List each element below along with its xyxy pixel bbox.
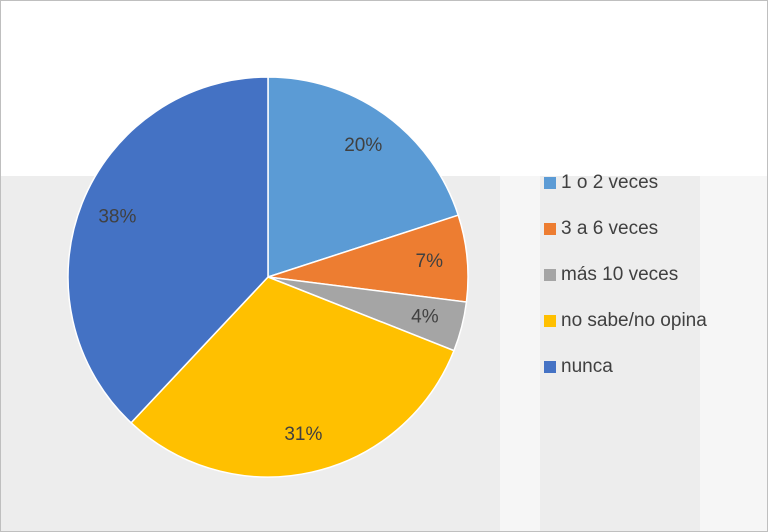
legend-label: nunca: [561, 356, 613, 377]
legend-label: 3 a 6 veces: [561, 218, 658, 239]
pie-slice: [130, 276, 455, 478]
legend-swatch: [544, 177, 556, 189]
data-label: 38%: [98, 206, 136, 227]
legend: 1 o 2 veces 3 a 6 veces más 10 veces no sab…: [544, 172, 707, 377]
pie: 20% 7% 4% 31% 38%: [67, 76, 469, 478]
data-label: 4%: [411, 306, 439, 327]
pie-slice: [267, 76, 460, 279]
legend-swatch: [544, 223, 556, 235]
legend-label: no sabe/no opina: [561, 310, 707, 331]
legend-swatch: [544, 315, 556, 327]
data-label: 31%: [284, 424, 322, 445]
legend-swatch: [544, 361, 556, 373]
data-label: 20%: [344, 135, 382, 156]
legend-swatch: [544, 269, 556, 281]
legend-label: 1 o 2 veces: [561, 172, 658, 193]
pie-slice: [67, 76, 269, 424]
legend-label: más 10 veces: [561, 264, 678, 285]
data-label: 7%: [416, 251, 444, 272]
